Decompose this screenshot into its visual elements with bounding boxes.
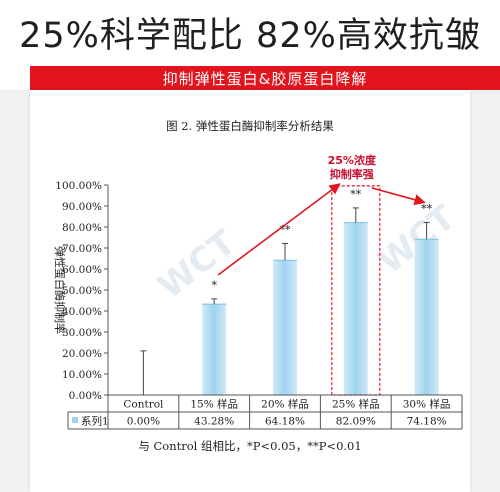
y-tick-label: 20.00% (62, 348, 102, 360)
bar (414, 239, 439, 395)
trend-arrow-up (217, 183, 341, 276)
y-tick-label: 0.00% (69, 390, 102, 402)
y-tick-label: 30.00% (62, 327, 102, 339)
table-value: 82.09% (336, 416, 376, 428)
x-tick-label: 25% 样品 (332, 398, 380, 411)
significance-mark: ** (350, 188, 362, 201)
x-tick-label: 30% 样品 (403, 398, 451, 411)
trend-arrow-down (371, 187, 426, 206)
table-value: 64.18% (265, 416, 305, 428)
significance-mark: * (211, 279, 217, 292)
y-tick-label: 10.00% (62, 369, 102, 381)
table-value: 74.18% (407, 416, 447, 428)
y-tick-label: 70.00% (62, 243, 102, 255)
significance-mark: ** (421, 202, 433, 215)
table-value: 43.28% (194, 416, 234, 428)
table-value: 0.00% (127, 416, 160, 428)
chart-title: 图 2. 弹性蛋白酶抑制率分析结果 (166, 119, 334, 133)
banner: 抑制弹性蛋白&胶原蛋白降解 (30, 66, 500, 90)
footnote: 与 Control 组相比，*P<0.05，**P<0.01 (138, 439, 362, 453)
watermark-text: WCT (151, 222, 244, 307)
y-tick-label: 50.00% (62, 285, 102, 297)
headline: 25%科学配比 82%高效抗皱 (19, 15, 481, 56)
x-tick-label: 15% 样品 (190, 398, 238, 411)
x-tick-label: Control (123, 399, 164, 411)
bar (343, 222, 368, 395)
annotation-line1: 25%浓度 (328, 153, 377, 167)
legend-swatch (72, 417, 78, 423)
legend-series-name: 系列1 (81, 415, 109, 428)
x-tick-label: 20% 样品 (261, 398, 309, 411)
annotation-line2: 抑制率强 (330, 167, 374, 181)
y-tick-label: 100.00% (55, 180, 102, 192)
left-margin (0, 90, 30, 492)
y-tick-label: 80.00% (62, 222, 102, 234)
right-margin (470, 90, 500, 492)
y-tick-label: 60.00% (62, 264, 102, 276)
bar (273, 260, 297, 395)
y-tick-label: 40.00% (62, 306, 102, 318)
bar (202, 304, 227, 395)
significance-mark: ** (280, 223, 292, 236)
y-axis-label: 弹性蛋白酶抑制率 (53, 246, 67, 334)
y-tick-label: 90.00% (62, 201, 102, 213)
